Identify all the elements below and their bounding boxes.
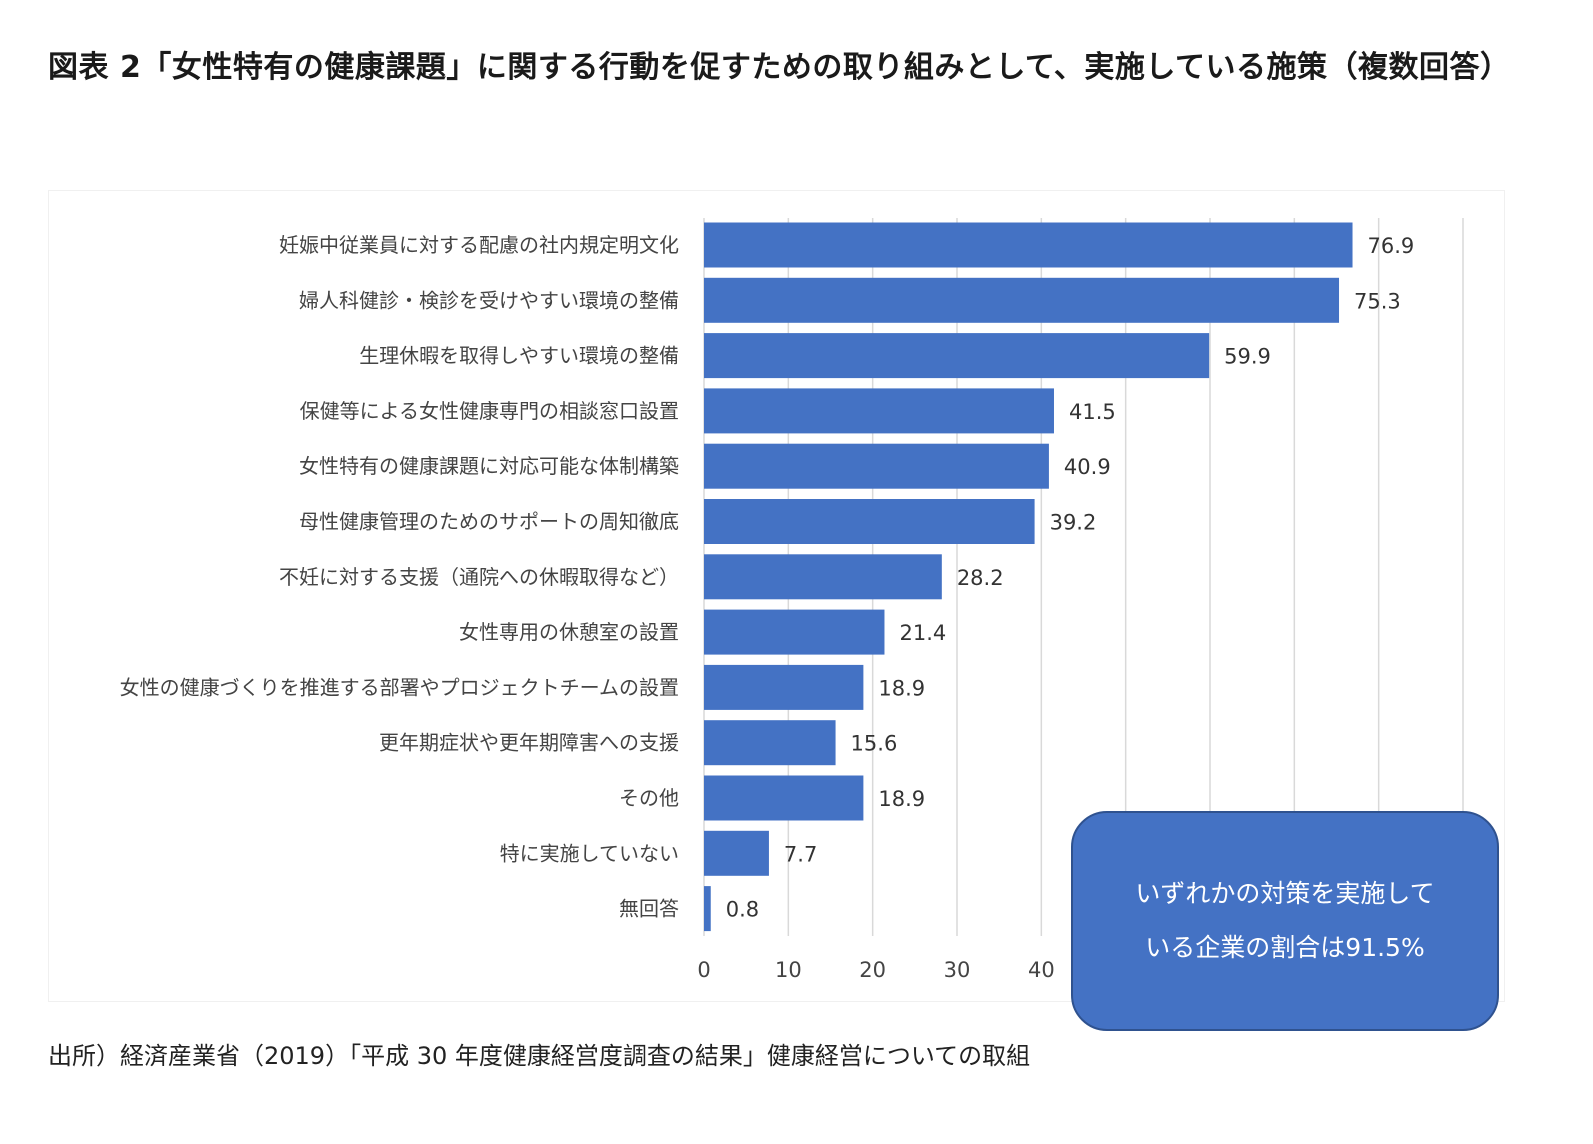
value-label: 40.9 <box>1064 455 1111 479</box>
bar <box>704 720 836 766</box>
source-note: 出所）経済産業省（2019）「平成 30 年度健康経営度調査の結果」健康経営につ… <box>48 1042 1031 1070</box>
bar <box>704 886 711 932</box>
category-label: 妊娠中従業員に対する配慮の社内規定明文化 <box>279 233 679 257</box>
bar <box>704 222 1353 268</box>
value-label: 7.7 <box>784 842 817 866</box>
x-tick-label: 10 <box>775 958 802 982</box>
value-label: 21.4 <box>899 621 946 645</box>
bar <box>704 388 1054 434</box>
value-label: 18.9 <box>878 787 925 811</box>
category-label: その他 <box>619 786 679 810</box>
category-label: 女性の健康づくりを推進する部署やプロジェクトチームの設置 <box>120 675 679 699</box>
chart-title: 図表 2「女性特有の健康課題」に関する行動を促すための取り組みとして、実施してい… <box>48 50 1511 85</box>
value-label: 76.9 <box>1368 234 1415 258</box>
category-label: 不妊に対する支援（通院への休暇取得など） <box>279 565 679 589</box>
category-label: 女性特有の健康課題に対応可能な体制構築 <box>299 454 679 478</box>
callout-line-1: いずれかの対策を実施して <box>1135 879 1435 908</box>
bar <box>704 830 769 876</box>
category-label: 特に実施していない <box>500 841 679 865</box>
category-label: 保健等による女性健康専門の相談窓口設置 <box>300 399 679 423</box>
callout-box: いずれかの対策を実施して いる企業の割合は91.5% <box>1071 811 1499 1031</box>
x-tick-label: 0 <box>697 958 710 982</box>
bar <box>704 443 1049 489</box>
category-label: 女性専用の休憩室の設置 <box>459 620 679 644</box>
bar <box>704 609 885 655</box>
value-label: 0.8 <box>726 898 759 922</box>
value-label: 75.3 <box>1354 289 1401 313</box>
x-tick-label: 40 <box>1028 958 1055 982</box>
category-label: 無回答 <box>619 897 679 921</box>
bar-chart: 0102030405060708090妊娠中従業員に対する配慮の社内規定明文化7… <box>120 218 1476 982</box>
chart-area: 0102030405060708090妊娠中従業員に対する配慮の社内規定明文化7… <box>48 190 1505 1031</box>
value-label: 18.9 <box>878 676 925 700</box>
value-label: 39.2 <box>1050 511 1097 535</box>
bar <box>704 333 1210 379</box>
x-tick-label: 20 <box>859 958 886 982</box>
value-label: 59.9 <box>1224 345 1271 369</box>
category-label: 母性健康管理のためのサポートの周知徹底 <box>299 510 679 534</box>
value-label: 41.5 <box>1069 400 1116 424</box>
x-tick-label: 30 <box>944 958 971 982</box>
bar <box>704 277 1340 323</box>
category-label: 生理休暇を取得しやすい環境の整備 <box>359 344 679 368</box>
bar <box>704 664 864 710</box>
category-label: 婦人科健診・検診を受けやすい環境の整備 <box>299 288 679 312</box>
callout-line-2: いる企業の割合は91.5% <box>1145 933 1425 962</box>
bar <box>704 499 1035 544</box>
bar <box>704 775 864 821</box>
value-label: 15.6 <box>851 732 898 756</box>
value-label: 28.2 <box>957 566 1004 590</box>
bar <box>704 554 942 600</box>
category-label: 更年期症状や更年期障害への支援 <box>379 731 679 755</box>
